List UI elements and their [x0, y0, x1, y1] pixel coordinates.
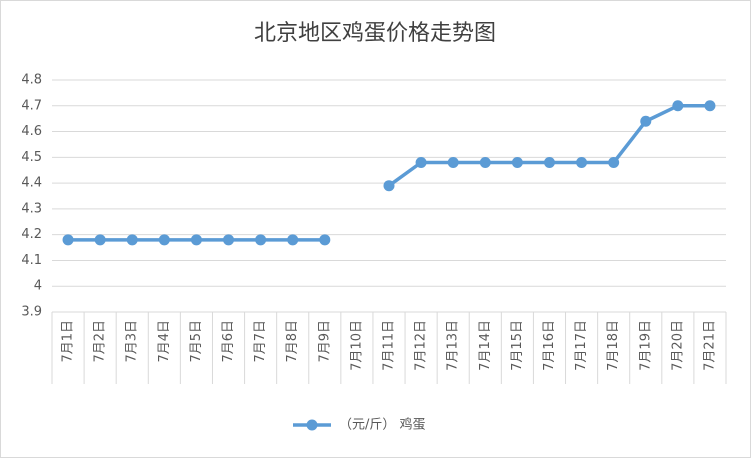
x-tick-label: 7月12日: [414, 320, 429, 371]
x-tick-label: 7月11日: [382, 320, 397, 371]
y-tick-label: 4.7: [21, 98, 42, 113]
data-point: [287, 234, 299, 246]
data-point: [94, 234, 106, 246]
data-point: [640, 115, 652, 127]
y-tick-label: 4.6: [21, 124, 42, 139]
x-tick-label: 7月7日: [253, 320, 268, 363]
x-tick-label: 7月2日: [93, 320, 108, 363]
x-tick-label: 7月4日: [157, 320, 172, 363]
y-tick-label: 4.3: [21, 201, 42, 216]
x-tick-label: 7月17日: [574, 320, 589, 371]
data-point: [576, 156, 588, 168]
y-tick-label: 4.4: [21, 176, 42, 191]
data-point: [415, 156, 427, 168]
x-tick-label: 7月20日: [670, 320, 685, 371]
y-tick-label: 4.5: [21, 150, 42, 165]
x-tick-label: 7月9日: [317, 320, 332, 363]
legend-label: （元/斤） 鸡蛋: [339, 417, 426, 433]
x-tick-label: 7月18日: [606, 320, 621, 371]
x-tick-label: 7月16日: [542, 320, 557, 371]
x-tick-label: 7月13日: [446, 320, 461, 371]
x-tick-label: 7月8日: [285, 320, 300, 363]
data-point: [223, 234, 235, 246]
y-tick-label: 4.1: [21, 253, 42, 268]
y-tick-label: 4: [34, 279, 42, 294]
x-tick-label: 7月14日: [478, 320, 493, 371]
data-point: [704, 100, 716, 112]
x-tick-label: 7月19日: [638, 320, 653, 371]
x-tick-label: 7月5日: [189, 320, 204, 363]
y-tick-label: 3.9: [21, 305, 42, 320]
y-tick-label: 4.8: [21, 73, 42, 88]
x-tick-label: 7月6日: [221, 320, 236, 363]
data-point: [383, 180, 395, 192]
data-point: [190, 234, 202, 246]
data-point: [672, 100, 684, 112]
data-point: [608, 156, 620, 168]
data-point: [319, 234, 331, 246]
x-tick-label: 7月1日: [61, 320, 76, 363]
x-tick-label: 7月21日: [702, 320, 717, 371]
data-point: [158, 234, 170, 246]
legend-marker: [306, 419, 318, 431]
data-point: [126, 234, 138, 246]
data-point: [255, 234, 267, 246]
x-tick-label: 7月15日: [510, 320, 525, 371]
chart-title: 北京地区鸡蛋价格走势图: [254, 21, 496, 46]
y-tick-label: 4.2: [21, 227, 42, 242]
data-point: [479, 156, 491, 168]
data-point: [447, 156, 459, 168]
data-point: [543, 156, 555, 168]
data-point: [511, 156, 523, 168]
x-tick-label: 7月10日: [349, 320, 364, 371]
x-tick-label: 7月3日: [125, 320, 140, 363]
data-point: [62, 234, 74, 246]
